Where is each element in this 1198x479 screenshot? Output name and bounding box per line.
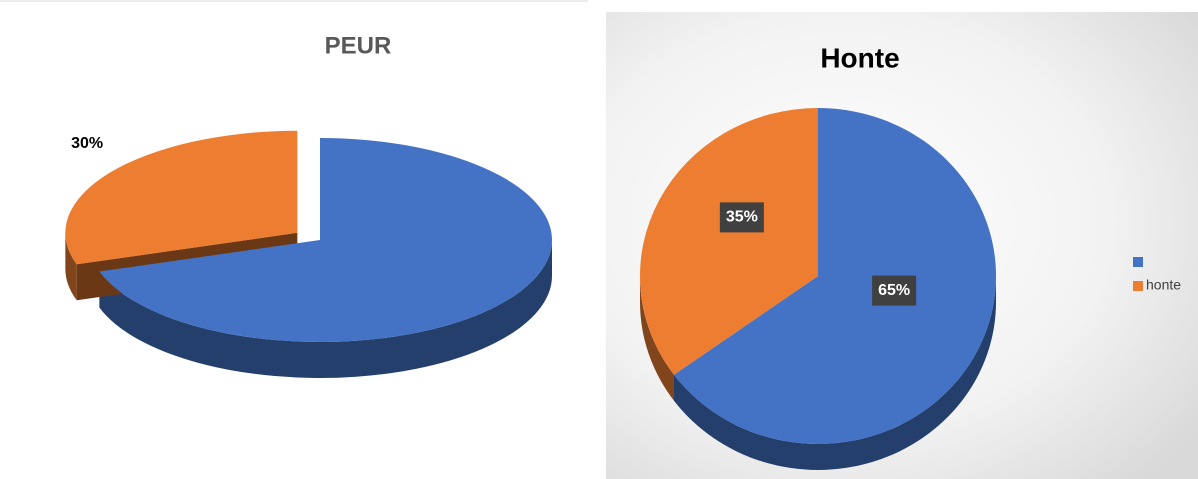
label-box bbox=[872, 275, 917, 306]
slice bbox=[673, 108, 996, 444]
slice bbox=[65, 130, 298, 265]
slice bbox=[99, 138, 552, 343]
legend-label: honte bbox=[1146, 277, 1181, 293]
legend-swatch bbox=[1133, 257, 1143, 267]
slice-side bbox=[673, 276, 996, 470]
data-label: 35% bbox=[726, 209, 758, 226]
data-label: 30% bbox=[71, 135, 103, 152]
legend-swatch bbox=[1133, 281, 1143, 291]
label-box bbox=[719, 202, 764, 233]
chart-title: Honte bbox=[820, 42, 899, 73]
slice bbox=[640, 107, 818, 375]
chart-title: PEUR bbox=[325, 32, 392, 59]
data-label: 65% bbox=[878, 282, 910, 299]
slice-side bbox=[99, 240, 552, 379]
slice-side bbox=[65, 232, 77, 301]
slice-side bbox=[640, 276, 674, 401]
